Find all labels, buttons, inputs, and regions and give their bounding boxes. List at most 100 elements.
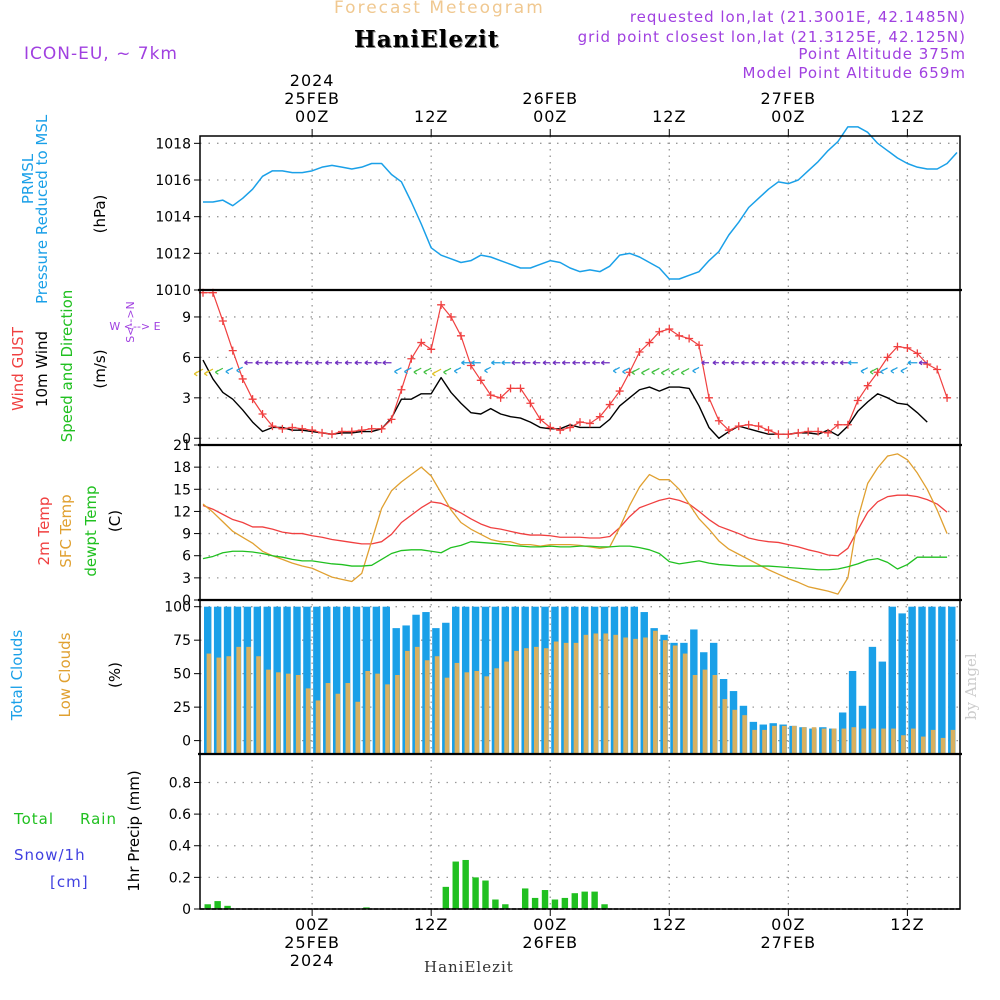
wind-gust-marker: [883, 353, 892, 362]
wind-direction-arrow: [847, 360, 858, 366]
wind-direction-arrow: [423, 367, 432, 375]
legend-snow: Snow/1h: [14, 846, 86, 864]
wind-gust-marker: [665, 325, 674, 334]
wind-gust-line: [203, 292, 948, 435]
low-clouds-bar: [801, 727, 807, 754]
wind-direction-arrow: [592, 360, 600, 366]
wind-direction-arrow: [364, 360, 372, 366]
wind-gust-marker: [298, 424, 307, 433]
top-time-label: 26FEB: [522, 89, 578, 108]
wind-direction-arrow: [801, 360, 809, 366]
wind-gust-marker: [605, 400, 614, 409]
low-clouds-bar: [236, 646, 241, 754]
clouds-ytick-label: 75: [173, 633, 191, 649]
wind-direction-arrow: [382, 360, 392, 366]
wind-direction-arrow: [334, 360, 342, 366]
low-clouds-bar: [791, 725, 797, 754]
wind-direction-arrow: [869, 367, 878, 375]
wind-direction-arrow: [193, 368, 204, 377]
low-clouds-bar: [593, 633, 599, 754]
low-clouds-bar: [524, 648, 529, 754]
rain-bar: [224, 905, 231, 909]
wind-gust-marker: [397, 385, 406, 394]
wind-gust-marker: [893, 342, 902, 351]
wind-ytick-label: 0: [182, 431, 191, 447]
low-clouds-bar: [533, 646, 539, 754]
temp-ytick-label: 15: [173, 482, 191, 498]
rain-bar: [521, 888, 529, 909]
wind-gust-marker: [843, 420, 852, 429]
low-clouds-bar: [405, 650, 410, 754]
wind-direction-arrow: [751, 360, 759, 366]
wind-direction-arrow: [404, 367, 412, 375]
wind-direction-arrow: [880, 367, 888, 375]
low-clouds-bar: [772, 725, 777, 754]
wind-gust-marker: [417, 338, 426, 347]
low-clouds-bar: [444, 677, 450, 754]
bottom-time-label: 00Z: [771, 915, 805, 934]
low-clouds-bar: [732, 709, 738, 754]
low-clouds-bar: [315, 700, 321, 754]
wind-gust-marker: [804, 427, 813, 436]
temp-2m-line: [202, 494, 948, 557]
rain-bar: [214, 901, 221, 909]
wind-direction-arrow: [394, 367, 402, 375]
low-clouds-bar: [901, 735, 906, 754]
wind-gust-marker: [675, 331, 684, 340]
wind-direction-arrow: [304, 360, 313, 366]
wind-direction-arrow: [701, 360, 709, 366]
precip-ytick-label: 0.8: [169, 775, 191, 791]
wind-direction-arrow: [572, 360, 580, 366]
wind-gust-marker: [933, 365, 942, 374]
low-clouds-bar: [662, 640, 668, 754]
wind-gust-marker: [714, 416, 723, 425]
wind-gust-marker: [357, 426, 366, 435]
gridpoint-coordinates: grid point closest lon,lat (21.3125E, 42…: [577, 28, 966, 46]
rain-bar: [502, 904, 509, 909]
rain-bar: [204, 904, 211, 909]
low-clouds-bar: [355, 701, 361, 754]
wind-gust-marker: [437, 300, 446, 309]
bar-marks: [204, 606, 956, 909]
wind-direction-arrow: [325, 360, 332, 366]
wind-gust-marker: [734, 422, 743, 431]
top-time-label: 12Z: [414, 107, 448, 126]
low-clouds-bar: [762, 729, 767, 754]
wind-gust-marker: [685, 334, 694, 343]
wind-gust-marker: [377, 424, 386, 433]
low-clouds-bar: [672, 645, 678, 754]
wind-direction-arrow: [831, 360, 838, 366]
legend-total: Total: [14, 810, 55, 828]
low-clouds-bar: [643, 637, 648, 754]
clouds-ytick-label: 50: [173, 667, 191, 683]
wind-direction-arrow: [820, 360, 829, 366]
wind-direction-arrow: [692, 366, 700, 374]
precip-ytick-label: 0.4: [169, 839, 191, 855]
wind-direction-arrow: [670, 368, 680, 376]
wind-direction-arrow: [918, 360, 928, 366]
wind-gust-marker: [248, 395, 257, 404]
wind-gust-marker: [913, 349, 922, 358]
wind-gust-marker: [536, 415, 545, 424]
wind-gust-marker: [407, 354, 416, 363]
wind-direction-arrow: [501, 360, 511, 366]
clouds-ytick-label: 0: [182, 734, 191, 750]
wind-direction-arrow: [471, 360, 481, 366]
top-time-label: 00Z: [533, 107, 567, 126]
wind-gust-marker: [238, 374, 247, 383]
wind-gust-marker: [476, 376, 485, 385]
temp-ytick-label: 18: [173, 460, 191, 476]
bottom-time-label: 2024: [290, 951, 335, 970]
low-clouds-bar: [633, 638, 638, 754]
wind-gust-marker: [347, 427, 356, 436]
wind-direction-arrow: [521, 360, 531, 366]
legend-rain: Rain: [80, 810, 117, 828]
wind-gust-marker: [784, 430, 793, 439]
wind-direction-arrow: [582, 360, 590, 366]
temp-ytick-label: 6: [182, 549, 191, 565]
low-clouds-bar: [414, 646, 420, 754]
total-clouds-bar: [908, 606, 916, 754]
temp-ytick-label: 3: [182, 571, 191, 587]
wind-gust-marker: [695, 341, 704, 350]
rain-bar: [492, 899, 499, 909]
